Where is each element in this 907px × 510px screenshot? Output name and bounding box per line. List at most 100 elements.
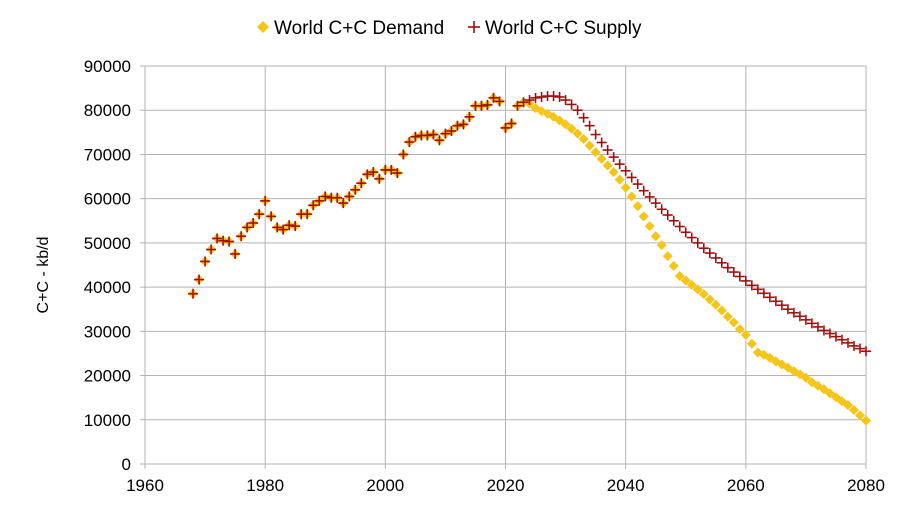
supply-point <box>806 318 817 329</box>
y-axis-ticks: 0 10000 20000 30000 40000 50000 60000 70000 8000… <box>84 57 145 474</box>
supply-point <box>596 137 607 148</box>
demand-point <box>800 372 811 383</box>
supply-point <box>266 211 277 222</box>
supply-point <box>560 95 571 106</box>
demand-point <box>854 410 865 421</box>
grid-lines <box>144 65 867 465</box>
demand-point <box>722 311 733 322</box>
demand-point <box>848 405 859 416</box>
supply-point <box>746 280 757 291</box>
supply-point <box>452 120 463 131</box>
supply-point <box>248 217 259 228</box>
supply-point <box>212 233 223 244</box>
demand-point <box>710 299 721 310</box>
supply-point <box>800 314 811 325</box>
y-tick-label: 50000 <box>84 234 131 253</box>
supply-point <box>404 137 415 148</box>
legend-diamond-marker-icon <box>257 21 269 33</box>
supply-point <box>716 257 727 268</box>
x-tick-label: 2040 <box>607 476 645 495</box>
legend-plus-marker-icon <box>468 21 480 33</box>
supply-point <box>482 99 493 110</box>
supply-point <box>644 191 655 202</box>
supply-point <box>476 100 487 111</box>
supply-point <box>362 169 373 180</box>
demand-point <box>728 317 739 328</box>
supply-point <box>776 300 787 311</box>
supply-point <box>554 91 565 102</box>
demand-point <box>716 305 727 316</box>
supply-point <box>500 122 511 133</box>
supply-point <box>614 159 625 170</box>
demand-point <box>590 147 601 158</box>
demand-point <box>608 167 619 178</box>
supply-point <box>764 292 775 303</box>
demand-point <box>644 221 655 232</box>
demand-point <box>560 119 571 130</box>
x-axis-ticks: 1960 1980 2000 2020 2040 2060 2080 <box>126 464 885 495</box>
supply-point <box>410 131 421 142</box>
legend-item-demand: World C+C Demand <box>257 18 444 39</box>
supply-point <box>242 222 253 233</box>
demand-point <box>740 329 751 340</box>
supply-point <box>200 256 211 267</box>
demand-point <box>620 182 631 193</box>
supply-point <box>422 130 433 141</box>
supply-point <box>320 191 331 202</box>
supply-point <box>590 129 601 140</box>
supply-point <box>662 210 673 221</box>
supply-point <box>620 165 631 176</box>
x-tick-label: 2020 <box>487 476 525 495</box>
supply-point <box>608 152 619 163</box>
demand-point <box>602 160 613 171</box>
supply-point <box>638 185 649 196</box>
supply-point <box>734 271 745 282</box>
supply-point <box>752 284 763 295</box>
y-axis-title: C+C - kb/d <box>35 237 52 314</box>
supply-point <box>386 164 397 175</box>
supply-point <box>602 145 613 156</box>
supply-point <box>332 192 343 203</box>
supply-point <box>854 343 865 354</box>
y-tick-label: 80000 <box>84 101 131 120</box>
demand-point <box>584 140 595 151</box>
supply-point <box>572 105 583 116</box>
supply-point <box>566 99 577 110</box>
demand-point <box>692 284 703 295</box>
demand-point <box>572 128 583 139</box>
supply-point <box>626 172 637 183</box>
demand-point <box>662 251 673 262</box>
demand-point <box>614 174 625 185</box>
demand-point <box>578 133 589 144</box>
y-tick-label: 20000 <box>84 367 131 386</box>
supply-point <box>686 232 697 243</box>
supply-point <box>338 198 349 209</box>
demand-point <box>656 240 667 251</box>
supply-point <box>710 252 721 263</box>
series-supply <box>188 91 871 357</box>
legend-label-demand: World C+C Demand <box>274 18 444 39</box>
supply-point <box>770 296 781 307</box>
x-tick-label: 1960 <box>126 476 164 495</box>
supply-point <box>788 307 799 318</box>
demand-point <box>698 289 709 300</box>
demand-point <box>566 123 577 134</box>
supply-point <box>782 304 793 315</box>
supply-point <box>236 231 247 242</box>
demand-point <box>680 275 691 286</box>
supply-point <box>230 248 241 259</box>
supply-point <box>188 288 199 299</box>
demand-point <box>638 211 649 222</box>
supply-point <box>698 243 709 254</box>
supply-point <box>506 118 517 129</box>
supply-point <box>488 92 499 103</box>
supply-point <box>350 184 361 195</box>
supply-point <box>818 325 829 336</box>
supply-point <box>656 204 667 215</box>
supply-point <box>512 100 523 111</box>
supply-point <box>740 275 751 286</box>
supply-point <box>584 120 595 131</box>
demand-point <box>596 153 607 164</box>
supply-point <box>848 340 859 351</box>
